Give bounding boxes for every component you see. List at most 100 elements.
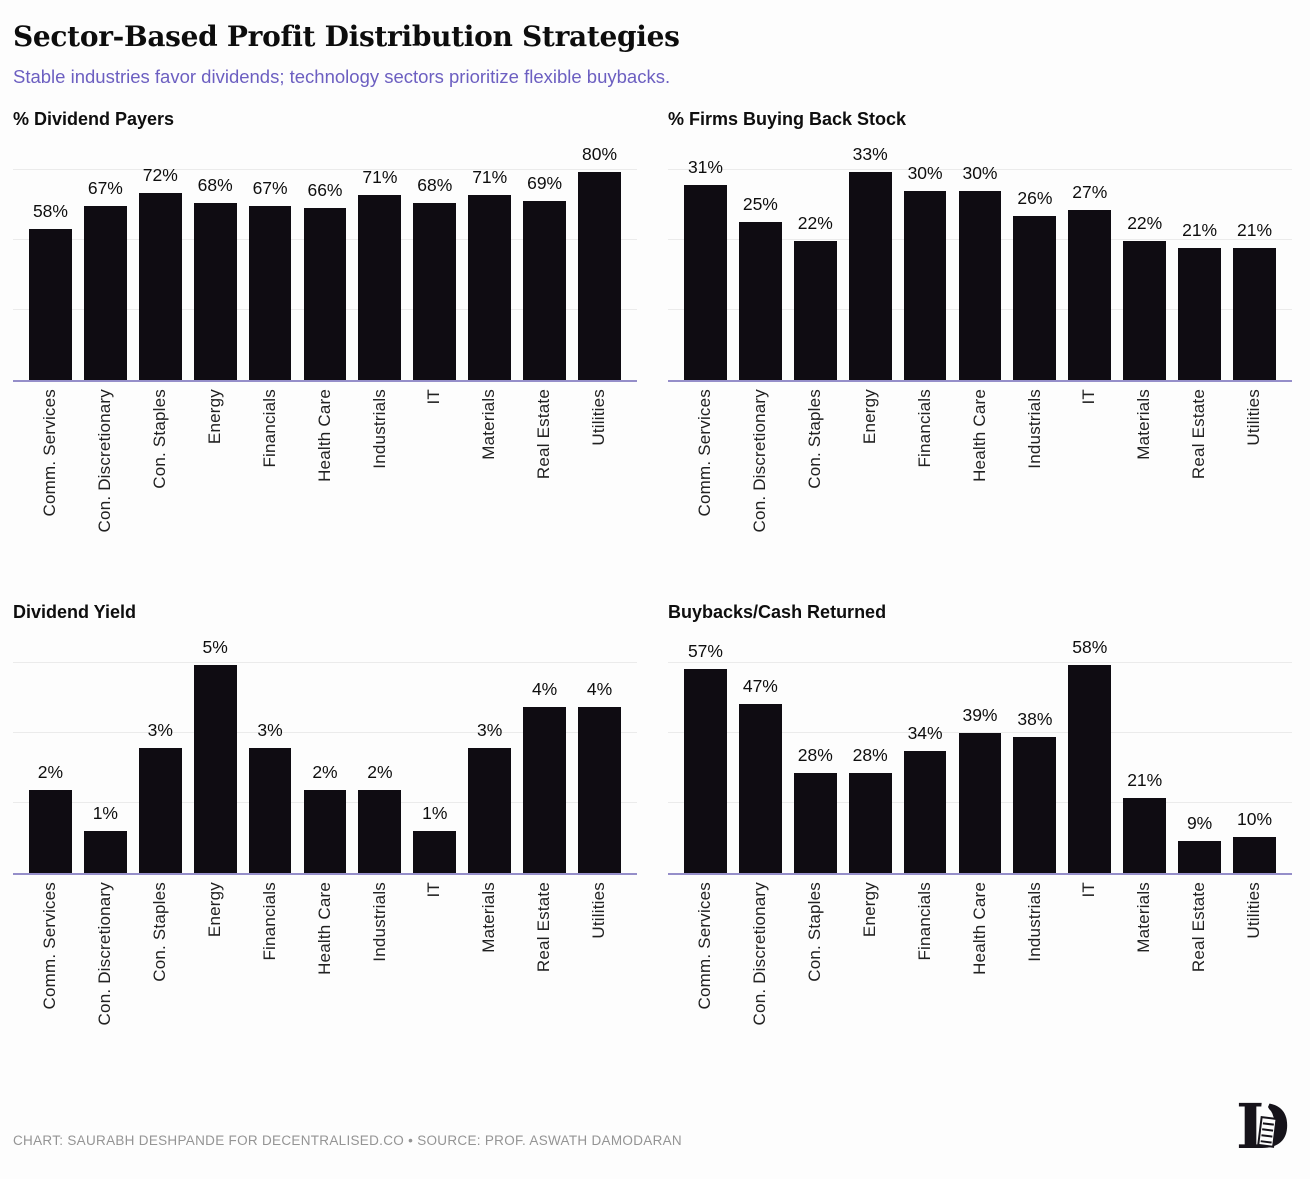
x-axis-label: Utilities	[1227, 389, 1282, 585]
bar	[1233, 837, 1276, 873]
bar	[193, 203, 237, 380]
chart-panel-0: % Dividend Payers 58% 67% 72% 68% 67% 66% 71% 68…	[13, 109, 637, 585]
bar-value-label: 47%	[742, 676, 778, 696]
x-axis-label-text: Materials	[479, 389, 499, 460]
bar-slot: 28%	[788, 745, 843, 873]
x-axis-label: Industrials	[1007, 882, 1062, 1078]
bar-value-label: 1%	[92, 803, 118, 823]
x-axis-label: IT	[407, 389, 462, 585]
bar	[138, 748, 182, 873]
bar-value-label: 21%	[1182, 220, 1218, 240]
decentralised-logo-icon: D	[1238, 1090, 1290, 1160]
x-axis-label: Health Care	[298, 389, 353, 585]
x-axis-labels: Comm. Services Con. Discretionary Con. Sta…	[668, 875, 1292, 1078]
bar-value-label: 69%	[527, 173, 563, 193]
chart-panel-1: % Firms Buying Back Stock 31% 25% 22% 33% 30%…	[668, 109, 1292, 585]
x-axis-label: IT	[1062, 882, 1117, 1078]
bar-slot: 9%	[1172, 813, 1227, 873]
bar	[413, 831, 457, 873]
bar-value-label: 9%	[1186, 813, 1213, 833]
bar-slot: 4%	[517, 679, 572, 873]
x-axis-label-text: Energy	[859, 389, 879, 445]
x-axis-label-text: Health Care	[314, 389, 334, 482]
x-axis-labels: Comm. Services Con. Discretionary Con. Sta…	[13, 382, 637, 585]
bar-slot: 2%	[352, 762, 407, 873]
bar	[738, 222, 782, 380]
bar-value-label: 66%	[307, 180, 343, 200]
x-axis-label-text: Comm. Services	[40, 389, 60, 517]
bar-value-label: 58%	[32, 201, 68, 221]
x-axis-label: Utilities	[572, 389, 627, 585]
x-axis-label: Financials	[898, 389, 953, 585]
x-axis-label: Financials	[243, 389, 298, 585]
x-axis-label-text: Comm. Services	[695, 882, 715, 1010]
bar	[1178, 841, 1222, 873]
x-axis-label: Materials	[1117, 882, 1172, 1078]
bar	[903, 751, 947, 873]
bar	[523, 707, 567, 873]
x-axis-label: Financials	[898, 882, 953, 1078]
bar	[578, 707, 621, 873]
bar-value-label: 68%	[197, 175, 233, 195]
bar	[248, 748, 292, 873]
x-axis-label: Financials	[243, 882, 298, 1078]
bar-slot: 67%	[243, 178, 298, 380]
bar-slot: 67%	[78, 178, 133, 380]
bar-slot: 30%	[953, 163, 1008, 380]
bar	[903, 191, 947, 380]
bar	[1013, 216, 1057, 380]
bar-value-label: 1%	[422, 803, 448, 823]
page-header: Sector-Based Profit Distribution Strateg…	[13, 20, 1292, 88]
bar	[468, 195, 512, 380]
bar	[1068, 665, 1112, 873]
bar-value-label: 72%	[142, 165, 178, 185]
x-axis-label: Comm. Services	[678, 882, 733, 1078]
bar	[1123, 798, 1167, 873]
x-axis-label: Con. Discretionary	[733, 882, 788, 1078]
bar	[958, 191, 1002, 380]
bar	[848, 172, 892, 380]
bar-value-label: 67%	[87, 178, 123, 198]
gridline	[668, 662, 1292, 663]
chart-title: Buybacks/Cash Returned	[668, 602, 887, 622]
chart-panel-2: Dividend Yield 2% 1% 3% 5% 3% 2% 2% 1% 3% 4% 4% Comm…	[13, 602, 637, 1078]
gridline	[13, 662, 637, 663]
bar-slot: 2%	[23, 762, 78, 873]
x-axis-label: Comm. Services	[678, 389, 733, 585]
x-axis-label: Con. Discretionary	[78, 882, 133, 1078]
x-axis-labels: Comm. Services Con. Discretionary Con. Sta…	[13, 875, 637, 1078]
x-axis-label-text: Con. Discretionary	[95, 389, 115, 533]
page-title: Sector-Based Profit Distribution Strateg…	[13, 20, 680, 53]
x-axis-label-text: IT	[424, 882, 444, 898]
x-axis-label-text: Health Care	[969, 389, 989, 482]
bar-slot: 10%	[1227, 809, 1282, 873]
bar-value-label: 22%	[1127, 213, 1163, 233]
gridline	[668, 732, 1292, 733]
x-axis-label-text: IT	[1079, 882, 1099, 898]
bar	[1068, 210, 1112, 380]
x-axis-label-text: Financials	[259, 389, 279, 468]
x-axis-label: Industrials	[352, 389, 407, 585]
bar	[83, 831, 127, 873]
bar-slot: 57%	[678, 641, 733, 873]
bar	[83, 206, 127, 380]
bar-slot: 1%	[407, 803, 462, 873]
bar-value-label: 38%	[1017, 709, 1053, 729]
x-axis-label: Materials	[462, 389, 517, 585]
bar	[248, 206, 292, 380]
bar-value-label: 2%	[367, 762, 393, 782]
bar-slot: 38%	[1007, 709, 1062, 873]
x-axis-label-text: Con. Discretionary	[750, 389, 770, 533]
x-axis-label: Energy	[188, 882, 243, 1078]
bar-slot: 26%	[1007, 188, 1062, 380]
bar-value-label: 3%	[477, 720, 503, 740]
bar-value-label: 2%	[37, 762, 64, 782]
bar-value-label: 71%	[362, 167, 398, 187]
bar-slot: 69%	[517, 173, 572, 380]
x-axis-line	[668, 873, 1292, 875]
bar	[303, 208, 347, 380]
bar-value-label: 68%	[417, 175, 453, 195]
x-axis-label-text: Energy	[204, 389, 224, 445]
x-axis-label: Con. Discretionary	[733, 389, 788, 585]
bar	[413, 203, 457, 380]
